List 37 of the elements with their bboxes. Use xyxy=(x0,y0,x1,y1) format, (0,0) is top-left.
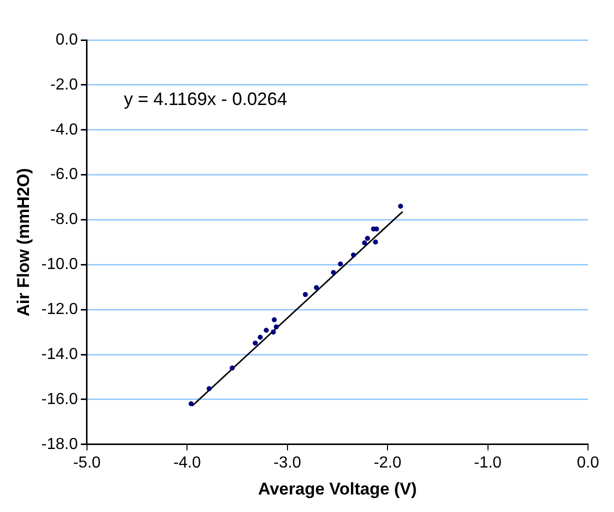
y-tick-label: -6.0 xyxy=(50,166,78,184)
y-tick-label: -18.0 xyxy=(41,436,78,453)
point xyxy=(272,317,277,322)
y-tick-label: -8.0 xyxy=(50,211,78,228)
point xyxy=(373,239,378,244)
point xyxy=(230,366,235,371)
point xyxy=(338,261,343,266)
x-tick-label: -2.0 xyxy=(374,454,402,472)
y-tick-label: 0.0 xyxy=(56,31,78,48)
y-tick-label: -14.0 xyxy=(41,346,78,363)
point xyxy=(398,204,404,209)
annotation: y = 4.1169x - 0.0264 xyxy=(124,88,288,109)
point xyxy=(264,328,269,333)
x-tick-label: -3.0 xyxy=(274,454,302,472)
x-tick-label: 0.0 xyxy=(576,454,600,472)
y-tick-label: -2.0 xyxy=(50,76,78,94)
y-tick-label: -16.0 xyxy=(41,390,78,408)
point xyxy=(330,270,336,276)
point xyxy=(206,386,212,392)
point xyxy=(258,334,263,340)
point xyxy=(362,240,367,246)
point xyxy=(365,236,370,241)
point xyxy=(252,340,258,346)
point xyxy=(302,292,308,298)
x-axis-title: Average Voltage (V) xyxy=(258,479,417,498)
point xyxy=(270,330,276,335)
x-tick-label: -4.0 xyxy=(173,454,201,472)
y-tick-label: -12.0 xyxy=(41,301,78,318)
point xyxy=(274,324,279,330)
point xyxy=(314,285,319,290)
y-tick-label: -4.0 xyxy=(50,121,78,138)
y-tick-label: -10.0 xyxy=(41,256,78,274)
x-tick-label: -1.0 xyxy=(474,454,502,472)
y-axis-title: Air Flow (mmH2O) xyxy=(14,168,33,316)
point xyxy=(350,252,356,258)
x-tick-label: -5.0 xyxy=(73,454,101,472)
point xyxy=(188,401,194,406)
